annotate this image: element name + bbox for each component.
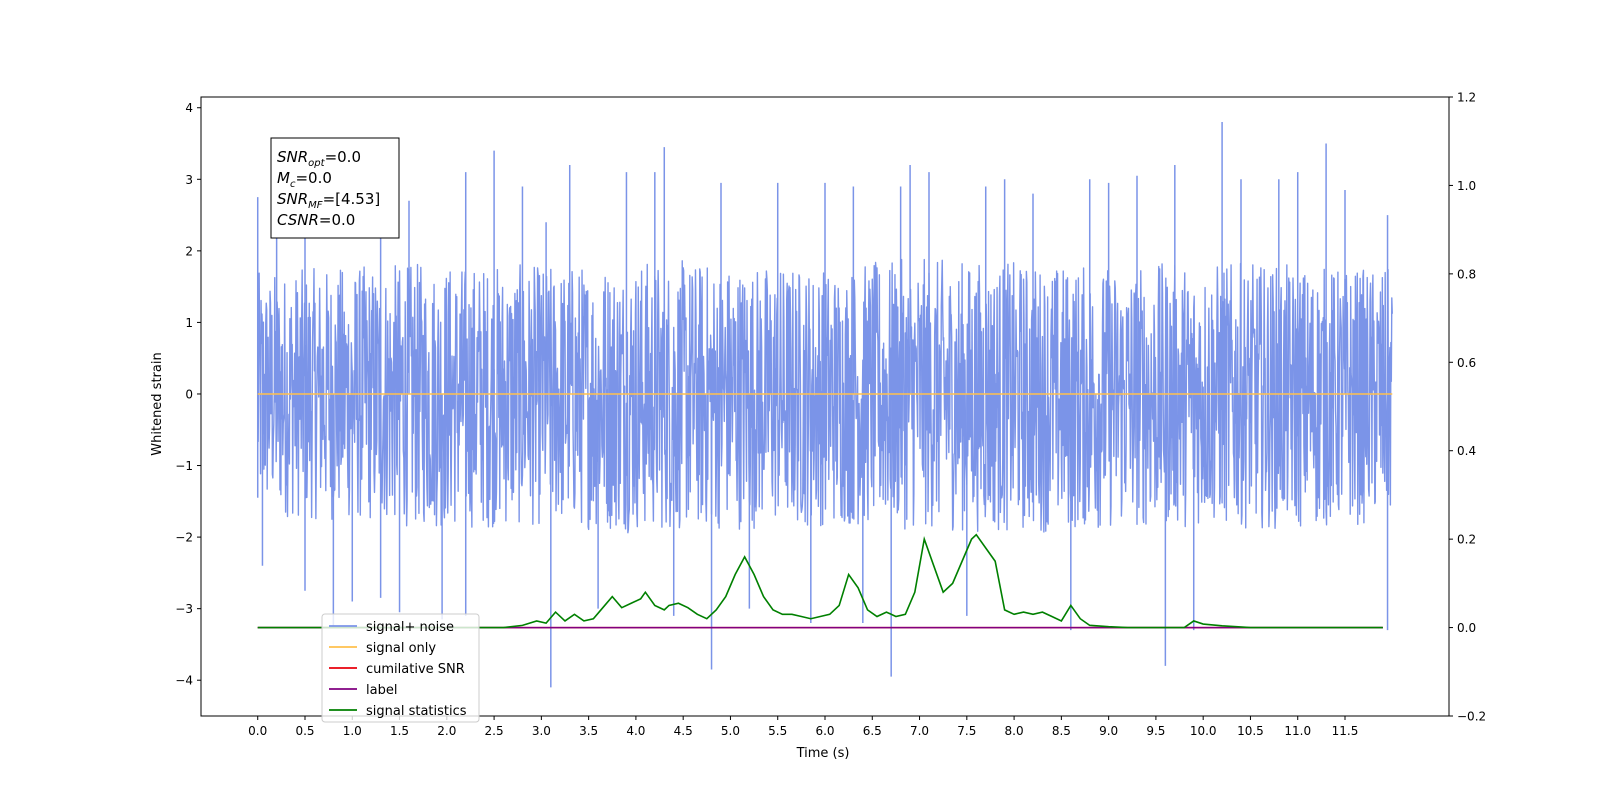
y-tick-label: 1	[185, 316, 193, 330]
annotation-symbol: M	[277, 169, 290, 187]
x-tick-label: 6.5	[863, 724, 882, 738]
annotation-line: CSNR=0.0	[277, 211, 355, 229]
x-tick-label: 9.0	[1099, 724, 1118, 738]
y2-tick-label: 0.6	[1457, 356, 1476, 370]
annotation-value: =0.0	[295, 169, 331, 187]
legend: signal+ noise signal only cumilative SNR la…	[321, 613, 480, 723]
annotation-symbol: CSNR	[277, 211, 319, 229]
annotation-subscript: MF	[308, 200, 323, 211]
annotation-symbol: SNR	[277, 190, 308, 208]
y2-tick-label: 1.0	[1457, 179, 1476, 193]
y-tick-label: −1	[175, 459, 193, 473]
y2-tick-label: 0.0	[1457, 621, 1476, 635]
annotation-value: =[4.53]	[323, 190, 381, 208]
x-tick-label: 2.5	[485, 724, 504, 738]
x-tick-label: 11.5	[1332, 724, 1359, 738]
x-tick-label: 11.0	[1284, 724, 1311, 738]
annotation-value: =0.0	[325, 148, 361, 166]
x-tick-label: 1.5	[390, 724, 409, 738]
x-tick-label: 1.0	[343, 724, 362, 738]
legend-entry-label: label	[366, 683, 397, 698]
legend-entry-label: signal only	[366, 641, 436, 656]
x-tick-label: 4.5	[674, 724, 693, 738]
x-tick-label: 0.5	[295, 724, 314, 738]
y-tick-label: −2	[175, 531, 193, 545]
x-tick-label: 7.5	[957, 724, 976, 738]
legend-entry-label: cumilative SNR	[366, 662, 465, 677]
y2-tick-label: 1.2	[1457, 91, 1476, 105]
y-tick-label: 4	[185, 101, 193, 115]
annotation-symbol: SNR	[277, 148, 308, 166]
y-tick-label: 2	[185, 244, 193, 258]
annotation-box-frame	[270, 137, 400, 239]
x-tick-label: 8.5	[1052, 724, 1071, 738]
annotation-line: Mc=0.0	[277, 169, 332, 190]
y2-tick-label: 0.8	[1457, 267, 1476, 281]
annotation-subscript: c	[290, 179, 296, 190]
x-tick-label: 6.0	[815, 724, 834, 738]
x-tick-label: 8.0	[1005, 724, 1024, 738]
annotation-subscript: opt	[308, 158, 325, 169]
legend-frame	[321, 613, 480, 723]
x-tick-label: 0.0	[248, 724, 267, 738]
y2-tick-label: −0.2	[1457, 710, 1486, 724]
y2-tick-label: 0.4	[1457, 444, 1476, 458]
x-tick-label: 3.0	[532, 724, 551, 738]
x-tick-label: 10.0	[1190, 724, 1217, 738]
annotation-line: SNRMF=[4.53]	[277, 190, 380, 211]
y-axis-label: Whitened strain	[150, 352, 165, 455]
y-tick-label: 3	[185, 173, 193, 187]
x-tick-label: 5.5	[768, 724, 787, 738]
x-tick-label: 9.5	[1146, 724, 1165, 738]
x-tick-label: 4.0	[626, 724, 645, 738]
x-tick-label: 10.5	[1237, 724, 1264, 738]
x-tick-label: 5.0	[721, 724, 740, 738]
x-axis-label: Time (s)	[796, 746, 850, 761]
axes: 0.0 0.5 1.0 1.5 2.0 2.5 3.0 3.5 4.0 4.5 5.0 5.5 6.0 6…	[175, 91, 1486, 739]
legend-entry-label: signal statistics	[366, 704, 467, 719]
x-tick-label: 7.0	[910, 724, 929, 738]
y-tick-label: −3	[175, 602, 193, 616]
y-tick-label: −4	[175, 674, 193, 688]
legend-entry-label: signal+ noise	[366, 620, 454, 635]
y-tick-label: 0	[185, 387, 193, 401]
x-tick-label: 3.5	[579, 724, 598, 738]
annotation-value: =0.0	[319, 211, 355, 229]
annotation-line: SNRopt=0.0	[277, 148, 361, 169]
y2-tick-label: 0.2	[1457, 533, 1476, 547]
plot-area	[256, 122, 1393, 688]
series-line-4	[257, 533, 1383, 629]
x-tick-label: 2.0	[437, 724, 456, 738]
